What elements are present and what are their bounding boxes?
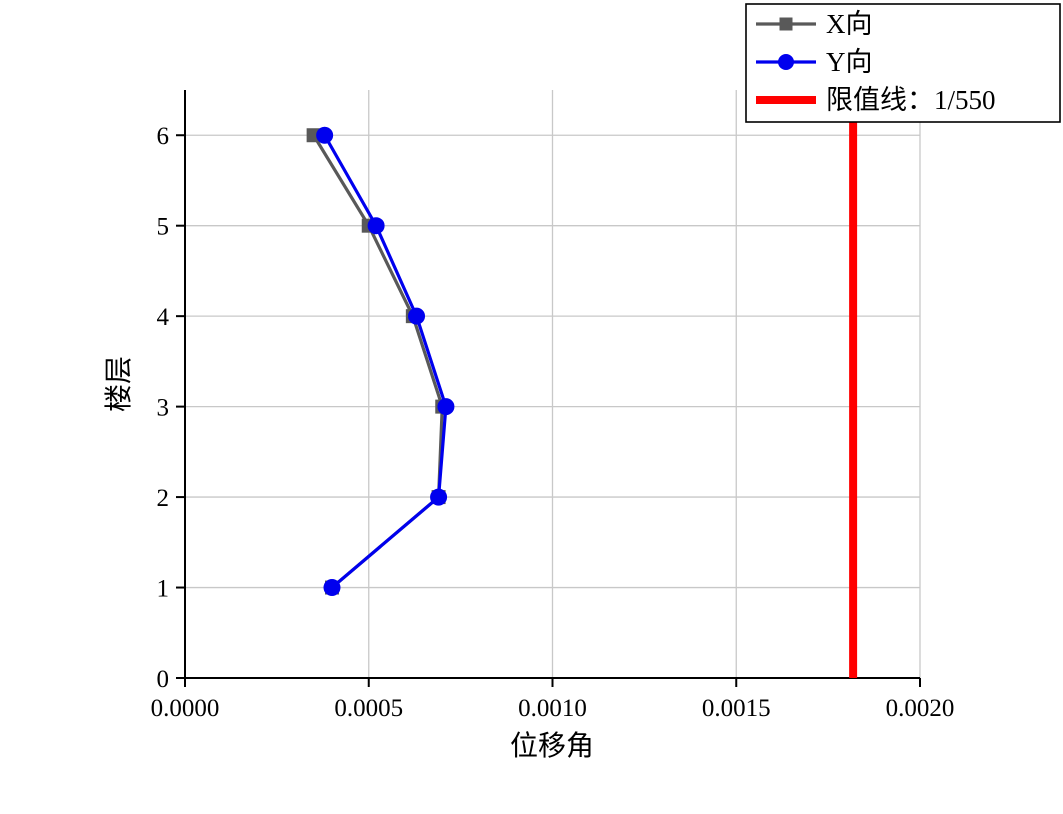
legend-label: Y向: [826, 47, 873, 77]
legend-marker-square: [779, 17, 793, 31]
x-tick-label: 0.0000: [151, 695, 220, 722]
x-tick-label: 0.0015: [702, 695, 771, 722]
data-point-marker-circle: [316, 126, 334, 144]
legend-label: 限值线：1/550: [826, 85, 996, 115]
x-tick-label: 0.0020: [886, 695, 955, 722]
data-point-marker-circle: [367, 217, 385, 235]
grid-layer: [185, 90, 921, 678]
data-point-marker-circle: [437, 398, 455, 416]
y-axis-label: 楼层: [103, 356, 135, 412]
x-tick-label: 0.0005: [334, 695, 403, 722]
series-line-Y向: [323, 134, 448, 589]
y-tick-label: 1: [157, 576, 170, 603]
x-axis-label: 位移角: [510, 730, 594, 762]
y-tick-label: 2: [157, 485, 170, 512]
series-layer: [306, 126, 455, 597]
y-tick-label: 5: [157, 214, 170, 241]
y-tick-label: 4: [157, 304, 170, 331]
legend-marker-circle: [778, 54, 794, 70]
data-point-marker-circle: [323, 579, 341, 597]
y-tick-label: 0: [157, 666, 170, 693]
data-point-marker-circle: [430, 488, 448, 506]
y-tick-label: 6: [157, 123, 170, 150]
data-point-marker-circle: [408, 307, 426, 325]
axes-layer: [176, 90, 921, 687]
y-tick-label: 3: [157, 395, 170, 422]
series-line-X向: [312, 134, 444, 589]
tick-labels: 0.0000 0.0005 0.0010 0.0015 0.0020 0 1 2 3 4 5 6: [151, 123, 955, 722]
legend-label: X向: [826, 9, 873, 39]
x-tick-label: 0.0010: [518, 695, 587, 722]
